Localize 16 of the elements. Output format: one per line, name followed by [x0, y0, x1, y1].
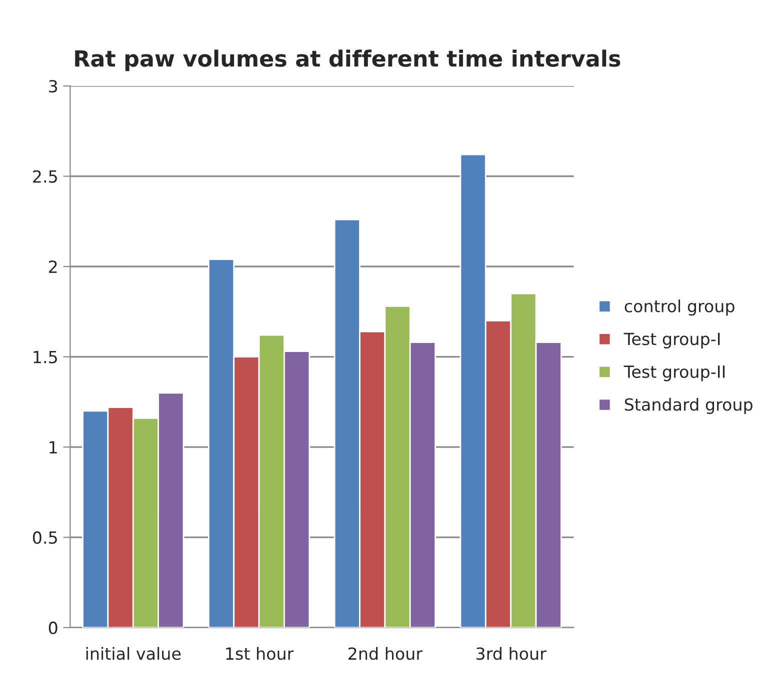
x-tick-label: 2nd hour: [348, 647, 423, 660]
legend-label: Test group-I: [624, 332, 720, 348]
y-tick-label: 2: [49, 260, 57, 273]
y-tick-label: 0: [48, 622, 58, 634]
y-tick-label: 1.5: [34, 350, 57, 364]
chart-title: Rat paw volumes at different time intervals: [75, 50, 620, 72]
x-tick-label: 1st hour: [226, 647, 294, 660]
y-tick-label: 0.5: [32, 531, 57, 544]
y-tick-label: 1: [50, 441, 57, 454]
x-tick-label: 3rd hour: [476, 647, 546, 660]
x-tick-label: initial value: [86, 647, 181, 660]
y-tick-label: 2.5: [33, 170, 57, 183]
legend-label: Test group-II: [624, 366, 725, 382]
y-tick-label: 3: [49, 80, 58, 93]
legend-label: control group: [624, 300, 734, 316]
legend-label: Standard group: [624, 398, 752, 414]
